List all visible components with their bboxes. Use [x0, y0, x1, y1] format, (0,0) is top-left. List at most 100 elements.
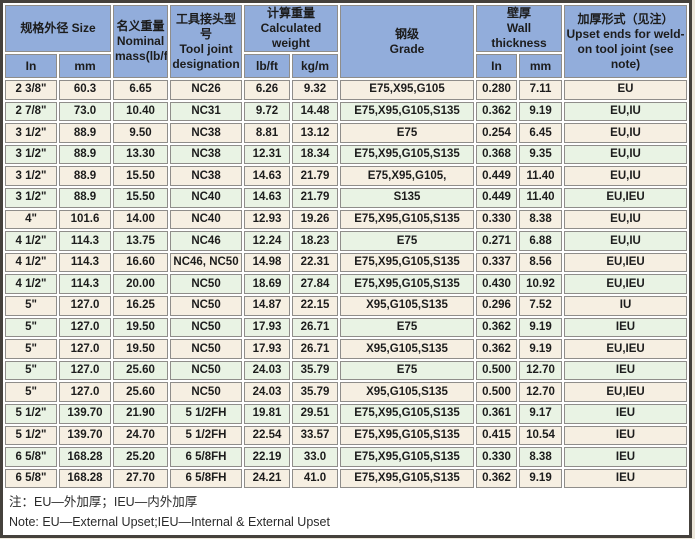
table-cell: IEU [564, 447, 687, 467]
table-cell: 6.65 [113, 80, 169, 100]
table-cell: 5" [5, 317, 57, 338]
table-cell: 10.40 [113, 101, 169, 122]
table-cell: 88.9 [59, 123, 112, 143]
table-cell: 12.70 [519, 382, 563, 402]
table-cell: X95,G105,S135 [340, 382, 475, 402]
table-cell: 12.93 [244, 209, 291, 230]
table-cell: 9.50 [113, 123, 169, 143]
table-cell: E75 [340, 231, 475, 251]
table-cell: 14.48 [292, 101, 339, 122]
header-size-mm: mm [59, 54, 112, 78]
table-cell: 16.25 [113, 295, 169, 316]
table-cell: 9.19 [519, 468, 563, 489]
table-cell: E75 [340, 123, 475, 143]
table-cell: EU,IU [564, 209, 687, 230]
table-cell: 6 5/8FH [170, 447, 243, 467]
table-row: 2 3/8" 60.3 6.65 NC26 6.26 9.32 E75,X95,G105 0.… [5, 80, 687, 100]
table-cell: 3 1/2" [5, 187, 57, 208]
table-cell: 12.31 [244, 144, 291, 165]
header-wall-thickness: 壁厚 Wall thickness [476, 5, 563, 52]
table-cell: 9.19 [519, 317, 563, 338]
table-cell: 5" [5, 339, 57, 359]
header-grade: 钢级 Grade [340, 5, 475, 78]
table-cell: 5" [5, 295, 57, 316]
table-cell: 114.3 [59, 231, 112, 251]
table-cell: 127.0 [59, 317, 112, 338]
table-cell: E75 [340, 360, 475, 381]
table-cell: EU,IU [564, 231, 687, 251]
table-cell: 5 1/2" [5, 425, 57, 446]
table-cell: E75,X95,G105,S135 [340, 447, 475, 467]
table-cell: 35.79 [292, 382, 339, 402]
table-cell: 8.38 [519, 209, 563, 230]
table-cell: E75,X95,G105 [340, 80, 475, 100]
table-cell: 9.17 [519, 403, 563, 424]
table-cell: 2 3/8" [5, 80, 57, 100]
table-cell: 21.79 [292, 166, 339, 186]
table-cell: 3 1/2" [5, 166, 57, 186]
table-row: 6 5/8" 168.28 25.20 6 5/8FH 22.19 33.0 E75,X95… [5, 447, 687, 467]
table-row: 5" 127.0 19.50 NC50 17.93 26.71 X95,G105,S135 0… [5, 339, 687, 359]
table-cell: IU [564, 295, 687, 316]
table-row: 5" 127.0 25.60 NC50 24.03 35.79 X95,G105,S135 0… [5, 382, 687, 402]
table-cell: 27.70 [113, 468, 169, 489]
table-cell: 127.0 [59, 339, 112, 359]
table-row: 4" 101.6 14.00 NC40 12.93 19.26 E75,X95,G105,S… [5, 209, 687, 230]
table-cell: 6.45 [519, 123, 563, 143]
table-cell: 10.92 [519, 274, 563, 294]
table-cell: 17.93 [244, 317, 291, 338]
table-cell: 25.60 [113, 360, 169, 381]
table-cell: 0.362 [476, 101, 518, 122]
table-cell: 14.63 [244, 166, 291, 186]
table-cell: 0.500 [476, 382, 518, 402]
table-cell: 6 5/8" [5, 447, 57, 467]
table-cell: 114.3 [59, 252, 112, 273]
header-weight-kgm: kg/m [292, 54, 339, 78]
table-cell: 18.34 [292, 144, 339, 165]
table-row: 3 1/2" 88.9 13.30 NC38 12.31 18.34 E75,X95,G10… [5, 144, 687, 165]
table-cell: 33.0 [292, 447, 339, 467]
table-row: 5 1/2" 139.70 21.90 5 1/2FH 19.81 29.51 E75,X9… [5, 403, 687, 424]
table-cell: 12.70 [519, 360, 563, 381]
header-tool-joint: 工具接头型号 Tool joint designation [170, 5, 243, 78]
table-cell: 19.81 [244, 403, 291, 424]
table-cell: EU,IU [564, 166, 687, 186]
header-nominal-mass: 名义重量 Nominal mass(lb/ft) [113, 5, 169, 78]
table-cell: 6.26 [244, 80, 291, 100]
table-cell: NC38 [170, 123, 243, 143]
table-row: 5" 127.0 19.50 NC50 17.93 26.71 E75 0.362 9.19 IE… [5, 317, 687, 338]
table-cell: 127.0 [59, 295, 112, 316]
table-cell: 18.23 [292, 231, 339, 251]
table-cell: NC50 [170, 274, 243, 294]
table-cell: IEU [564, 403, 687, 424]
table-cell: 7.11 [519, 80, 563, 100]
header-size: 规格外径 Size [5, 5, 112, 52]
table-cell: 0.271 [476, 231, 518, 251]
table-cell: 88.9 [59, 144, 112, 165]
table-body: 2 3/8" 60.3 6.65 NC26 6.26 9.32 E75,X95,G105 0.… [5, 80, 687, 489]
table-cell: 9.32 [292, 80, 339, 100]
table-cell: 33.57 [292, 425, 339, 446]
table-row: 5" 127.0 25.60 NC50 24.03 35.79 E75 0.500 12.70 I… [5, 360, 687, 381]
table-cell: 0.449 [476, 187, 518, 208]
table-cell: IEU [564, 317, 687, 338]
table-cell: 8.56 [519, 252, 563, 273]
table-header: 规格外径 Size 名义重量 Nominal mass(lb/ft) 工具接头型… [5, 5, 687, 78]
table-cell: 12.24 [244, 231, 291, 251]
table-cell: E75,X95,G105,S135 [340, 403, 475, 424]
table-cell: 20.00 [113, 274, 169, 294]
table-cell: E75,X95,G105,S135 [340, 144, 475, 165]
table-cell: 13.30 [113, 144, 169, 165]
table-cell: 10.54 [519, 425, 563, 446]
table-cell: 168.28 [59, 447, 112, 467]
table-cell: 88.9 [59, 187, 112, 208]
table-cell: 22.54 [244, 425, 291, 446]
table-cell: E75,X95,G105,S135 [340, 252, 475, 273]
table-cell: 22.31 [292, 252, 339, 273]
table-cell: 0.500 [476, 360, 518, 381]
table-cell: EU,IEU [564, 187, 687, 208]
table-cell: NC26 [170, 80, 243, 100]
table-cell: EU,IU [564, 101, 687, 122]
table-cell: 127.0 [59, 360, 112, 381]
table-cell: 41.0 [292, 468, 339, 489]
